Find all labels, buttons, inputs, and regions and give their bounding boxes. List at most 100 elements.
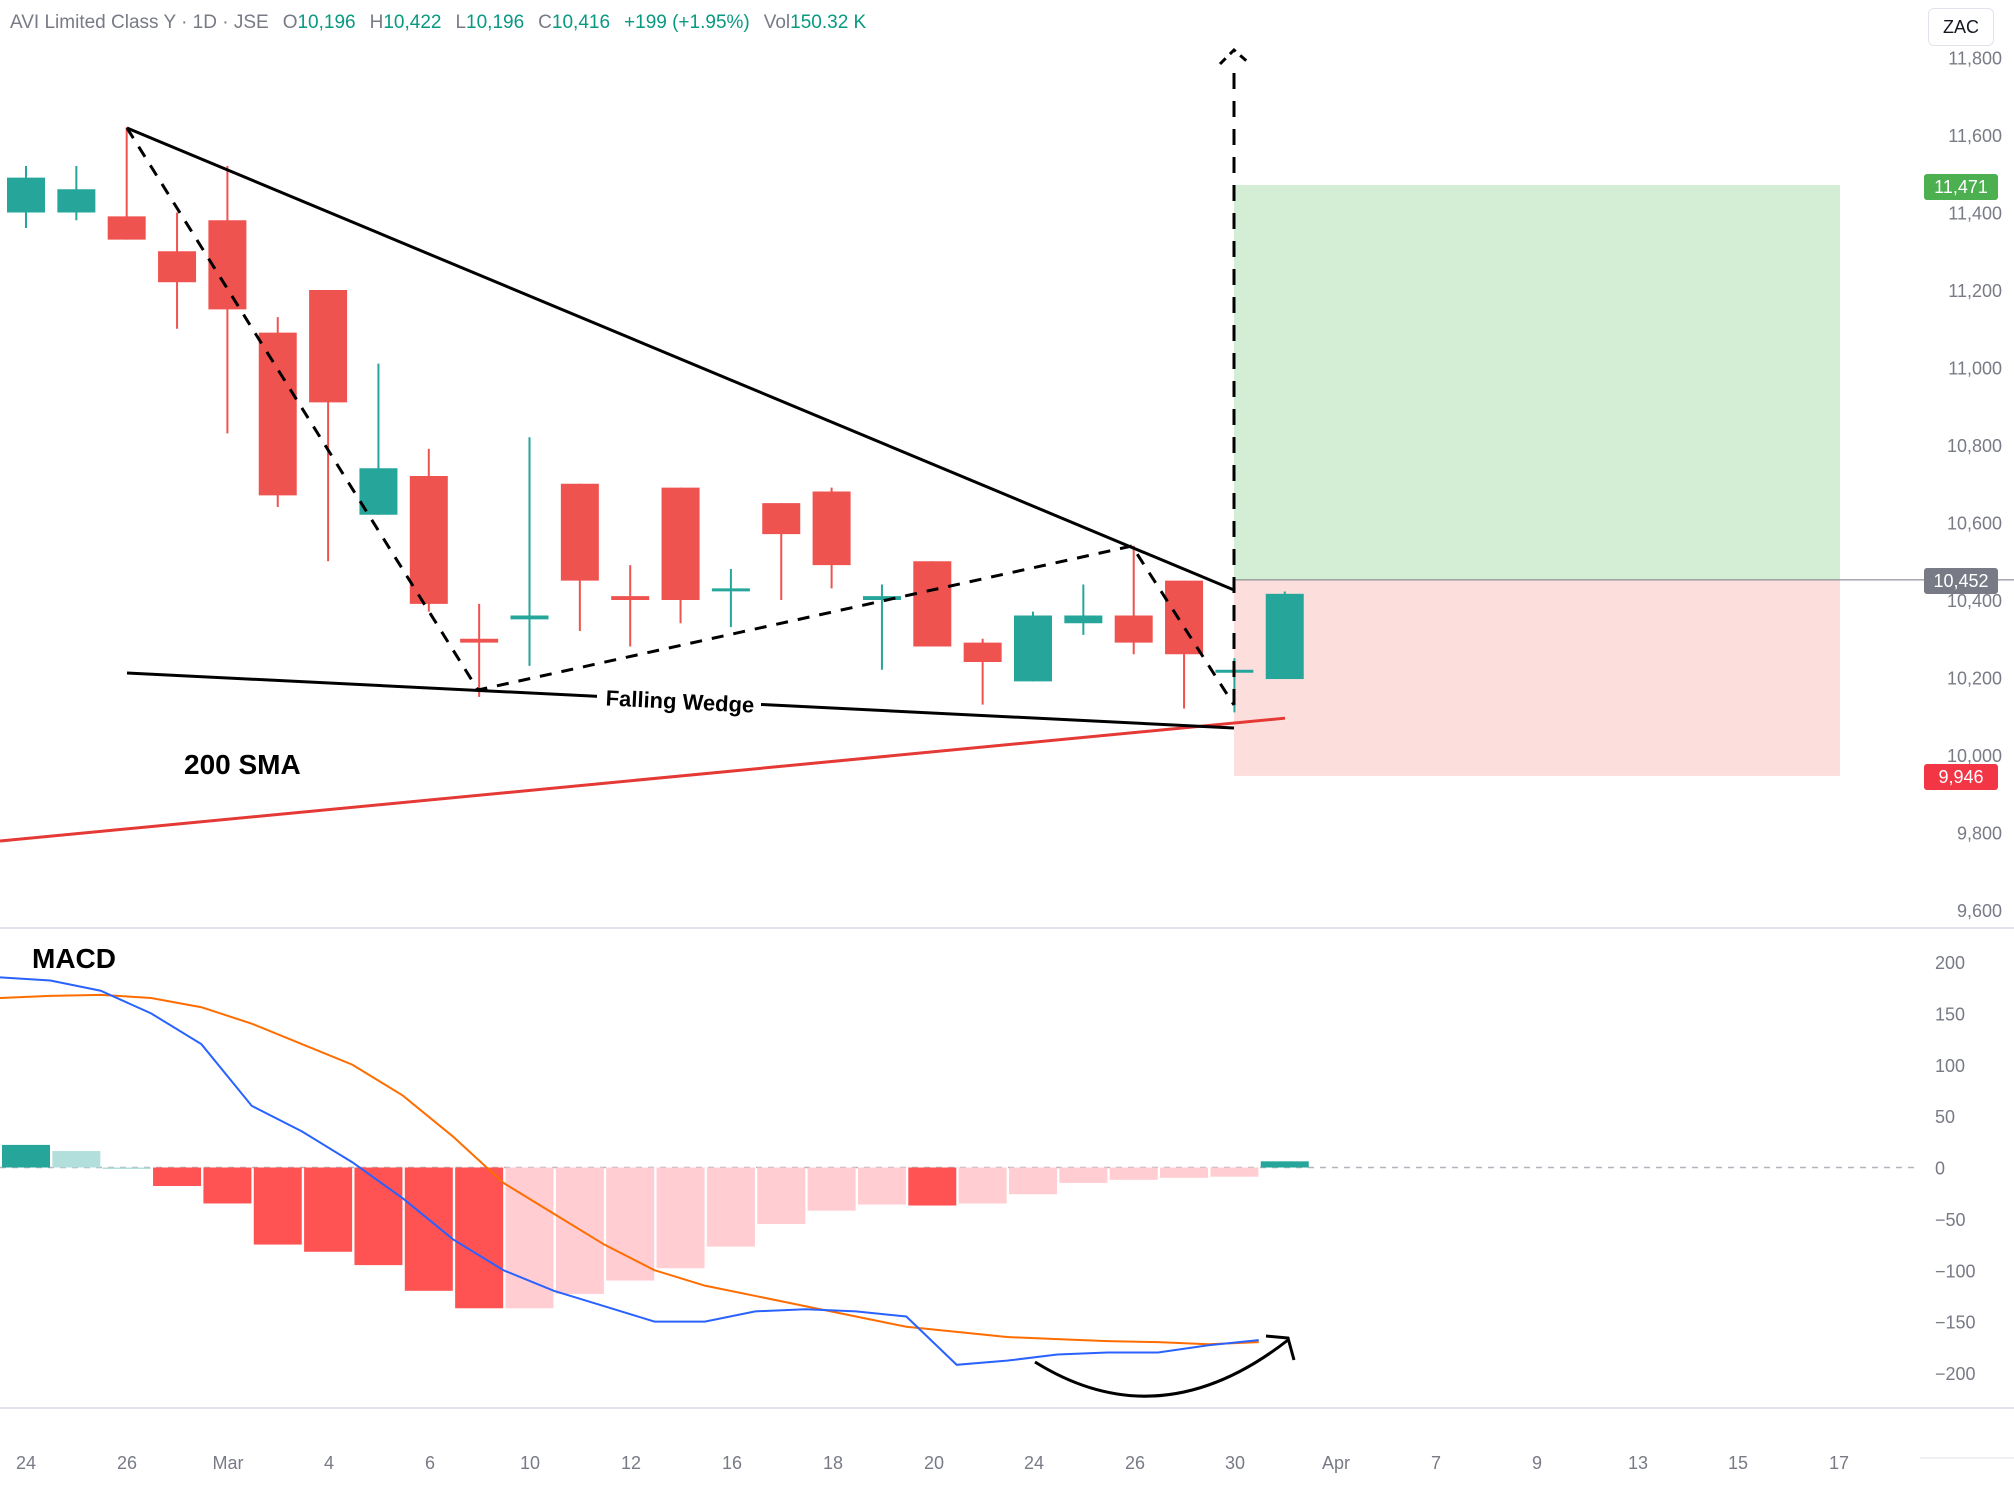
- pattern-label-bg: [597, 686, 761, 716]
- macd-histogram-bar: [757, 1167, 806, 1225]
- macd-histogram-bar: [102, 1167, 151, 1169]
- time-axis-label: 18: [823, 1453, 843, 1473]
- macd-histogram-bar: [203, 1167, 252, 1204]
- candle-up: [1014, 615, 1052, 682]
- macd-histogram-bar: [958, 1167, 1007, 1204]
- time-axis-label: 9: [1532, 1453, 1542, 1473]
- macd-histogram-bar: [505, 1167, 554, 1309]
- open-label: O: [282, 12, 298, 33]
- macd-axis-label: 150: [1935, 1004, 1965, 1024]
- candle-down: [258, 332, 297, 496]
- macd-axis-label: −100: [1935, 1261, 1976, 1281]
- price-axis-label: 11,800: [1948, 49, 2002, 69]
- target-price-tag: 11,471: [1924, 174, 1998, 200]
- time-axis-label: 16: [722, 1453, 742, 1473]
- time-axis-label: 24: [1024, 1453, 1044, 1473]
- candle-up: [510, 615, 549, 620]
- currency-button[interactable]: ZAC: [1928, 8, 1994, 46]
- time-axis-label: 30: [1225, 1453, 1245, 1473]
- macd-axis-label: −150: [1935, 1313, 1976, 1333]
- candle-down: [762, 503, 801, 535]
- wedge-upper-line: [126, 126, 1235, 592]
- crossover-arrow-curve: [1034, 1338, 1289, 1398]
- macd-axis-label: 100: [1935, 1056, 1965, 1076]
- macd-axis-label: 0: [1935, 1159, 1945, 1179]
- macd-axis-label: −50: [1935, 1210, 1966, 1230]
- time-axis-label: 12: [621, 1453, 641, 1473]
- time-axis-label: 6: [425, 1453, 435, 1473]
- macd-histogram-bar: [2, 1144, 50, 1168]
- macd-histogram-bar: [807, 1167, 856, 1211]
- close-value: 10,416: [551, 12, 611, 33]
- candle-up: [57, 189, 96, 213]
- high-label: H: [369, 12, 384, 33]
- macd-histogram-bar: [153, 1167, 202, 1186]
- time-axis-label: 10: [520, 1453, 540, 1473]
- candle-down: [560, 483, 599, 581]
- candle-down: [409, 476, 448, 604]
- macd-histogram-bar: [404, 1167, 453, 1291]
- candle-down: [1114, 615, 1153, 643]
- macd-title: MACD: [32, 943, 116, 974]
- candle-up: [862, 596, 901, 600]
- close-label: C: [538, 12, 552, 33]
- macd-axis-label: 50: [1935, 1107, 1955, 1127]
- candle-down: [611, 596, 650, 600]
- projection-arrow-head: [1218, 47, 1251, 66]
- macd-axis-label: 200: [1935, 953, 1965, 973]
- time-axis-label: 4: [324, 1453, 334, 1473]
- crossover-arrow-head: [1265, 1334, 1296, 1361]
- volume-label: Vol: [763, 12, 791, 33]
- entry-price-tag: 10,452: [1924, 568, 1998, 594]
- wedge-zigzag-path: [125, 127, 1236, 706]
- candle-down: [1165, 580, 1204, 655]
- candle-up: [7, 177, 45, 213]
- macd-histogram-bar: [706, 1167, 755, 1247]
- candle-down: [913, 561, 952, 647]
- macd-histogram-bar: [455, 1167, 504, 1309]
- price-axis-label: 10,800: [1947, 436, 2002, 456]
- price-axis-label: 11,600: [1948, 126, 2002, 146]
- price-axis-label: 11,000: [1948, 359, 2002, 379]
- sma-label: 200 SMA: [184, 749, 301, 780]
- price-axis-label: 10,600: [1947, 514, 2002, 534]
- time-axis-label: Mar: [213, 1453, 244, 1473]
- candle-down: [309, 290, 348, 403]
- time-axis-label: Apr: [1322, 1453, 1350, 1473]
- candle-up: [1265, 593, 1304, 680]
- macd-histogram-bar: [857, 1167, 906, 1205]
- macd-histogram-bar: [1260, 1161, 1309, 1168]
- price-axis-label: 9,600: [1957, 901, 2002, 921]
- high-value: 10,422: [383, 12, 442, 33]
- stop-zone: [1234, 579, 1840, 776]
- time-axis-label: 17: [1829, 1453, 1849, 1473]
- symbol-title: AVI Limited Class Y · 1D · JSE: [10, 12, 269, 33]
- candle-down: [158, 251, 197, 283]
- macd-histogram-bar: [1059, 1167, 1108, 1183]
- candle-down: [963, 642, 1002, 662]
- change-value: +199 (+1.95%): [624, 12, 750, 33]
- candle-down: [208, 220, 247, 310]
- time-axis-label: 20: [924, 1453, 944, 1473]
- price-axis-label: 10,200: [1947, 669, 2002, 689]
- macd-histogram-bar: [253, 1167, 302, 1245]
- candle-down: [107, 216, 146, 240]
- macd-histogram-bar: [1210, 1167, 1259, 1177]
- sma-200-line: [0, 716, 1286, 843]
- macd-histogram-bar: [354, 1167, 403, 1266]
- candle-down: [812, 491, 851, 566]
- price-axis-label: 11,400: [1948, 204, 2002, 224]
- macd-histogram-bar: [52, 1151, 101, 1168]
- price-axis-label: 10,000: [1947, 746, 2002, 766]
- macd-histogram-bar: [304, 1167, 353, 1252]
- candle-down: [460, 638, 499, 643]
- price-axis-label: 11,200: [1948, 281, 2002, 301]
- candle-up: [359, 468, 398, 515]
- price-axis-label: 10,400: [1947, 591, 2002, 611]
- macd-signal-line: [0, 993, 1259, 1346]
- volume-value: 150.32 K: [790, 12, 867, 33]
- macd-histogram-bar: [656, 1167, 705, 1269]
- target-zone: [1234, 184, 1840, 580]
